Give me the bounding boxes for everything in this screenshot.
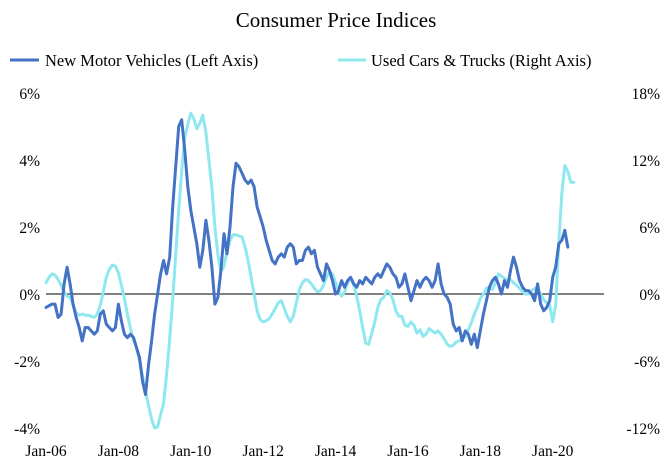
right-tick-label: 0% bbox=[639, 287, 660, 304]
legend: New Motor Vehicles (Left Axis) Used Cars… bbox=[10, 51, 591, 70]
right-tick-label: 6% bbox=[639, 220, 660, 237]
right-tick-label: -12% bbox=[626, 421, 660, 438]
x-tick-label: Jan-16 bbox=[387, 443, 429, 460]
x-tick-label: Jan-06 bbox=[25, 443, 67, 460]
x-tick-label: Jan-12 bbox=[243, 443, 284, 460]
chart-title: Consumer Price Indices bbox=[236, 8, 437, 32]
x-tick-label: Jan-08 bbox=[98, 443, 140, 460]
series-line-used-cars-trucks bbox=[44, 111, 576, 430]
left-axis-ticks: -4% -2% 0% 2% 4% 6% bbox=[14, 86, 40, 438]
left-tick-label: -4% bbox=[14, 421, 40, 438]
legend-label-used-cars-trucks: Used Cars & Trucks (Right Axis) bbox=[371, 51, 591, 70]
left-tick-label: -2% bbox=[14, 354, 40, 371]
x-tick-label: Jan-20 bbox=[532, 443, 574, 460]
legend-label-new-motor-vehicles: New Motor Vehicles (Left Axis) bbox=[45, 51, 258, 70]
x-tick-label: Jan-18 bbox=[460, 443, 502, 460]
x-tick-label: Jan-10 bbox=[170, 443, 212, 460]
left-tick-label: 4% bbox=[19, 153, 40, 170]
x-tick-label: Jan-14 bbox=[315, 443, 357, 460]
right-axis-ticks: -12% -6% 0% 6% 12% 18% bbox=[626, 86, 660, 438]
series-line-new-motor-vehicles bbox=[44, 118, 570, 396]
left-tick-label: 0% bbox=[19, 287, 40, 304]
left-tick-label: 2% bbox=[19, 220, 40, 237]
x-axis-ticks: Jan-06 Jan-08 Jan-10 Jan-12 Jan-14 Jan-16 Jan-… bbox=[25, 443, 573, 460]
right-tick-label: -6% bbox=[634, 354, 660, 371]
right-tick-label: 12% bbox=[632, 153, 661, 170]
left-tick-label: 6% bbox=[19, 86, 40, 103]
right-tick-label: 18% bbox=[632, 86, 661, 103]
